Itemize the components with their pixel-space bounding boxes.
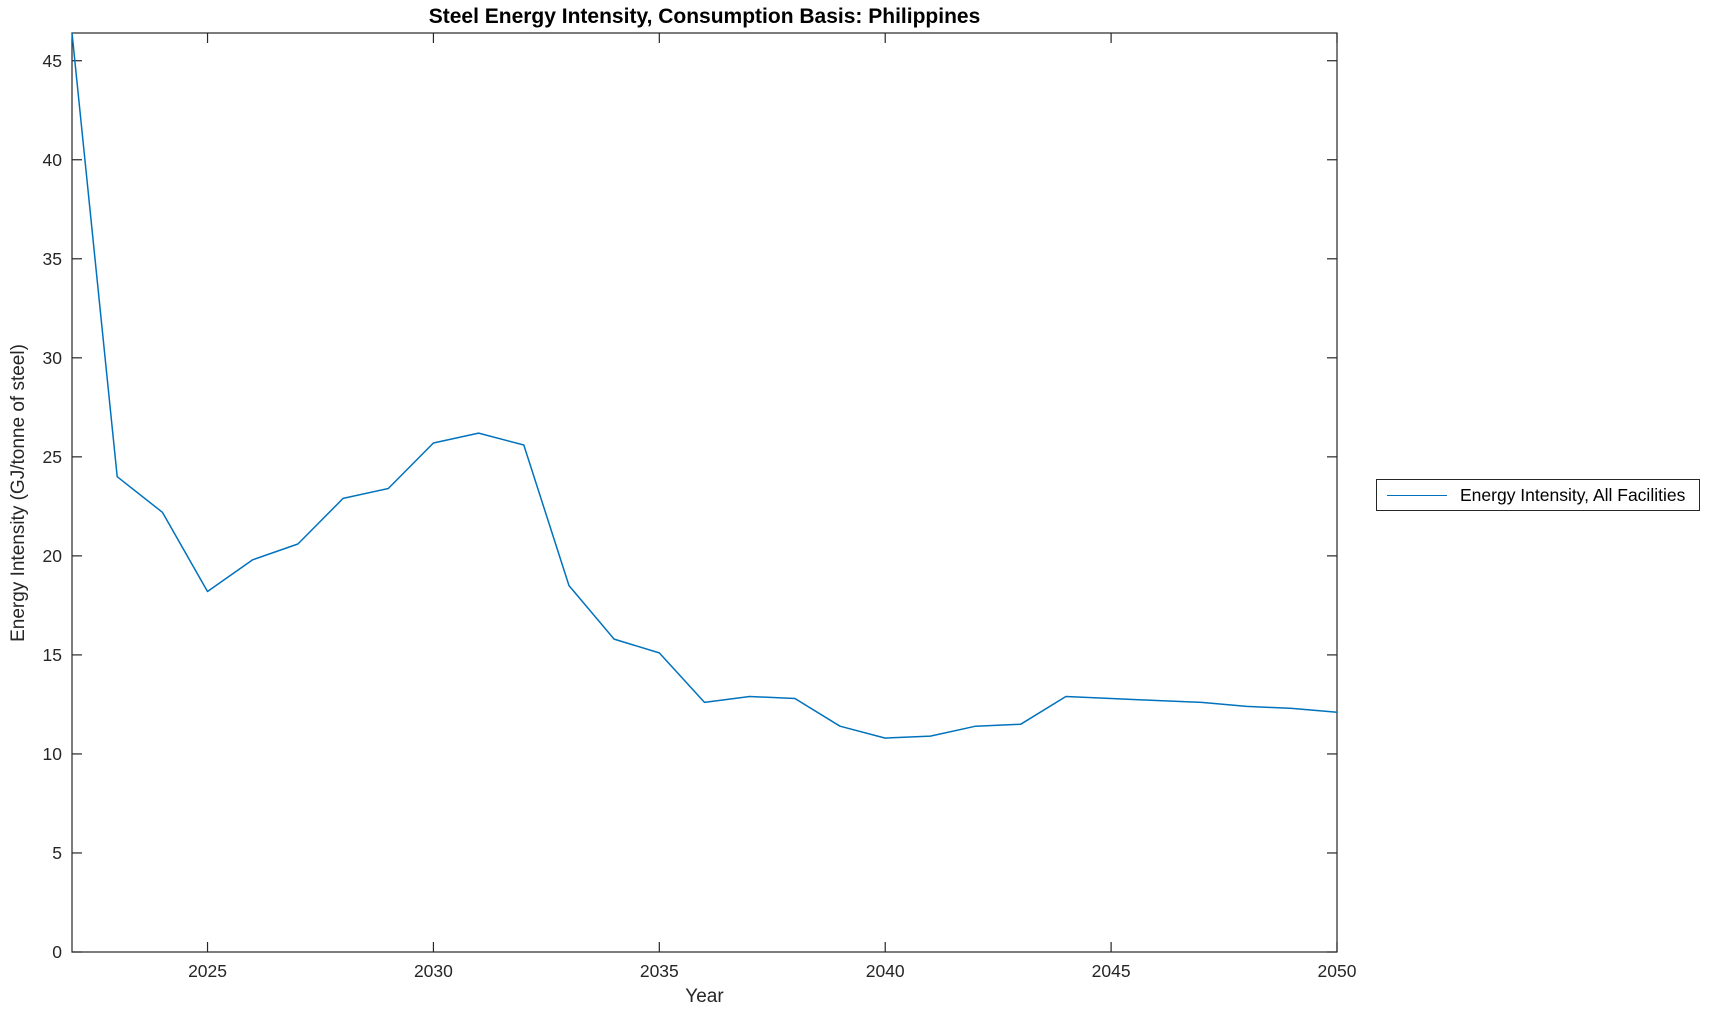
series-line — [71, 32, 1338, 739]
legend-line-sample — [1387, 494, 1447, 496]
y-tick-label: 20 — [42, 545, 62, 566]
chart-title: Steel Energy Intensity, Consumption Basi… — [428, 5, 981, 28]
x-tick-label: 2050 — [1317, 961, 1357, 981]
y-tick-label: 0 — [52, 942, 62, 962]
legend-label: Energy Intensity, All Facilities — [1460, 484, 1686, 505]
axes-box — [71, 32, 1338, 953]
y-tick-label: 25 — [42, 446, 62, 467]
y-tick-label: 35 — [42, 248, 62, 269]
y-tick-label: 15 — [42, 644, 62, 665]
y-tick-label: 30 — [42, 347, 62, 368]
y-tick-label: 40 — [42, 149, 62, 170]
x-tick-label: 2040 — [865, 961, 905, 981]
y-tick-label: 10 — [42, 743, 62, 764]
legend: Energy Intensity, All Facilities — [1376, 479, 1700, 511]
x-tick-label: 2045 — [1091, 961, 1131, 981]
x-tick-label: 2025 — [188, 961, 227, 981]
y-tick-label: 45 — [42, 50, 62, 71]
x-tick-label: 2035 — [639, 961, 679, 981]
x-axis-label: Year — [685, 986, 724, 1007]
x-tick-label: 2030 — [413, 961, 453, 981]
y-tick-label: 5 — [52, 842, 62, 863]
